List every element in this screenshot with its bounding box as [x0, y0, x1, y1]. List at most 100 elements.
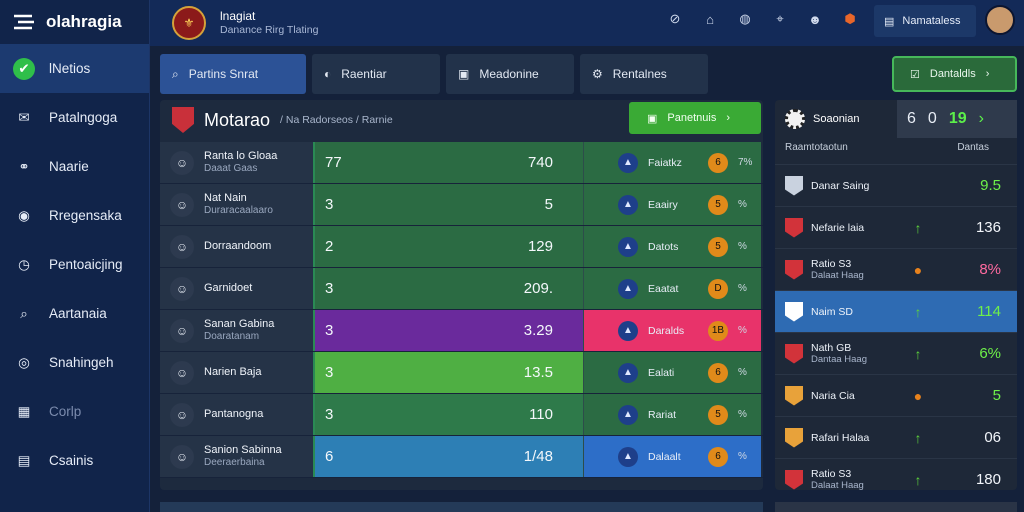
list-item[interactable]: Naria Cia ● 5 [775, 374, 1017, 416]
opponent-crest-icon: ▲ [618, 362, 638, 383]
sidebar-item-1[interactable]: ✉ Patalngoga [0, 93, 149, 142]
opponent-name: Faiatkz [648, 156, 682, 169]
lock-icon[interactable]: ⌂ [706, 11, 714, 27]
opponent-cell: ▲ Rariat 5% [583, 394, 761, 435]
sidebar-item-2[interactable]: ⚭ Naarie [0, 142, 149, 191]
sidebar-item-5[interactable]: ⌕ Aartanaia [0, 289, 149, 338]
sidebar-item-4[interactable]: ◷ Pentoaicjing [0, 240, 149, 289]
table-row[interactable]: ☺ Nat Nain Duraracaalaaro 3 5 ▲ Eaairy 5% [160, 184, 763, 226]
sidebar-item-label: Naarie [49, 159, 89, 174]
image-icon: ▣ [458, 67, 470, 81]
table-row[interactable]: ☺ Dorraandoom 2 129 ▲ Datots 5% [160, 226, 763, 268]
opponent-cell: ▲ Dalaalt 6% [583, 436, 761, 477]
opponent-crest-icon: ▲ [618, 404, 638, 425]
table-row[interactable]: ☺ Sanan Gabina Doaratanam 3 3.29 ▲ Daralds 1B% [160, 310, 763, 352]
club-name: Danar Saing [811, 179, 870, 192]
topbar: ⚜ lnagiat Danance Rirg Tlating ⊘ ⌂ ◍ ⌖ ☻… [150, 0, 1024, 46]
globe-icon[interactable]: ◍ [739, 11, 751, 26]
tab-1[interactable]: ◐ Raentiar [312, 54, 440, 94]
player-text: Sanan Gabina Doaratanam [204, 318, 274, 343]
player-avatar-icon: ☺ [170, 318, 194, 343]
club-crest-icon[interactable]: ⚜ [172, 6, 206, 40]
table-row[interactable]: ☺ Garnidoet 3 209. ▲ Eaatat D% [160, 268, 763, 310]
opponent-tag: % [738, 409, 747, 420]
tab-3[interactable]: ⚙ Rentalnes [580, 54, 708, 94]
player-text: Garnidoet [204, 282, 252, 295]
player-cell: ☺ Sanion Sabinna Deeraerbaina [160, 436, 313, 477]
list-item[interactable]: Ratio S3 Dalaat Haag ↑ 180 [775, 458, 1017, 500]
sidebar-item-label: Corlp [49, 404, 82, 419]
opponent-badge: 5 [708, 236, 728, 257]
tab-label: Raentiar [341, 67, 387, 81]
opponent-tag: % [738, 199, 747, 210]
notifications-button[interactable]: ▤ Namataless [874, 5, 976, 37]
stat-a: 3 [325, 364, 334, 381]
link-icon[interactable]: ⊘ [669, 11, 681, 26]
list-item[interactable]: Nath GB Dantaa Haag ↑ 6% [775, 332, 1017, 374]
table-row[interactable]: ☺ Ranta lo Gloaa Daaat Gaas 77 740 ▲ Faiatkz 6 7… [160, 142, 763, 184]
club-name: Nefarie laia [811, 221, 865, 234]
chevron-right-icon[interactable]: › [978, 110, 984, 127]
details-button[interactable]: ☑ Dantaldls › [892, 56, 1017, 92]
list-item[interactable]: Ratio S3 Dalaat Haag ● 8% [775, 248, 1017, 290]
stat-b: 740 [527, 154, 553, 171]
opponent-tag: % [738, 451, 747, 462]
table-row[interactable]: ☺ Sanion Sabinna Deeraerbaina 6 1/48 ▲ Dalaalt… [160, 436, 763, 478]
stat-a: 2 [325, 238, 334, 255]
club-text: Nath GB Dantaa Haag [811, 342, 911, 365]
user-avatar[interactable] [985, 5, 1015, 35]
trend-icon: ↑ [914, 472, 922, 488]
list-item[interactable]: Nefarie laia ↑ 136 [775, 206, 1017, 248]
sidebar-item-8[interactable]: ▤ Csainis [0, 436, 149, 485]
panel-action-label: Panetnuis [667, 112, 717, 124]
stat-b: 129 [527, 238, 553, 255]
sidebar-item-0[interactable]: ✔ lNetios [0, 44, 149, 93]
stat-b: 209. [523, 280, 553, 297]
sidebar-item-6[interactable]: ◎ Snahingeh [0, 338, 149, 387]
player-avatar-icon: ☺ [170, 402, 194, 427]
panel-title: Motarao [204, 109, 271, 130]
club-name: Ratio S3 [811, 468, 852, 480]
share-icon: ⚭ [18, 158, 30, 174]
score-b: 19 [948, 110, 967, 127]
table-row[interactable]: ☺ Narien Baja 3 13.5 ▲ Ealati 6% [160, 352, 763, 394]
player-table: ☺ Ranta lo Gloaa Daaat Gaas 77 740 ▲ Faiatkz 6 7… [160, 142, 763, 478]
sidebar-item-label: Snahingeh [49, 355, 114, 370]
col-left: Raamtotaotun [785, 142, 848, 153]
grid-icon: ▦ [17, 403, 31, 419]
list-item[interactable]: Danar Saing 9.5 [775, 164, 1017, 206]
opponent-crest-icon: ▲ [618, 278, 638, 299]
opponent-crest-icon: ▲ [618, 194, 638, 215]
opponent-name: Rariat [648, 408, 677, 421]
list-item[interactable]: Naim SD ↑ 114 [775, 290, 1017, 332]
sidebar-item-3[interactable]: ◉ Rregensaka [0, 191, 149, 240]
standings-list: Danar Saing 9.5 Nefarie laia ↑ 136 Ratio S3 Da… [775, 164, 1017, 500]
tab-0[interactable]: ⌕ Partins Snrat [160, 54, 306, 94]
app-brand[interactable]: olahragia [0, 0, 149, 44]
stat-a: 3 [325, 322, 334, 339]
stat-a: 77 [325, 154, 342, 171]
tab-2[interactable]: ▣ Meadonine [446, 54, 574, 94]
club-text: Ratio S3 Dalaat Haag [811, 258, 911, 281]
settings-icon: ◐ [324, 67, 332, 81]
table-row[interactable]: ☺ Pantanogna 3 110 ▲ Rariat 5% [160, 394, 763, 436]
stat-a: 3 [325, 406, 334, 423]
opponent-tag: % [738, 241, 747, 252]
player-avatar-icon: ☺ [170, 360, 194, 385]
sidebar-item-7[interactable]: ▦ Corlp [0, 387, 149, 436]
player-text: Dorraandoom [204, 240, 271, 253]
mail-icon: ✉ [18, 109, 30, 125]
stat-cell: 3 3.29 [313, 310, 583, 351]
sidebar-item-label: Csainis [49, 453, 94, 468]
opponent-cell: ▲ Ealati 6% [583, 352, 761, 393]
tag-icon[interactable]: ⌖ [776, 11, 784, 26]
panel-footer [160, 502, 763, 512]
opponent-badge: 6 [708, 152, 728, 173]
score-a: 0 [927, 110, 937, 127]
list-item[interactable]: Rafari Halaa ↑ 06 [775, 416, 1017, 458]
panel-action-button[interactable]: ▣ Panetnuis › [629, 102, 761, 134]
shield-icon[interactable]: ⬢ [844, 11, 856, 26]
user-icon[interactable]: ☻ [808, 11, 822, 27]
club-value: 5 [992, 387, 1001, 404]
opponent-crest-icon: ▲ [618, 320, 638, 341]
